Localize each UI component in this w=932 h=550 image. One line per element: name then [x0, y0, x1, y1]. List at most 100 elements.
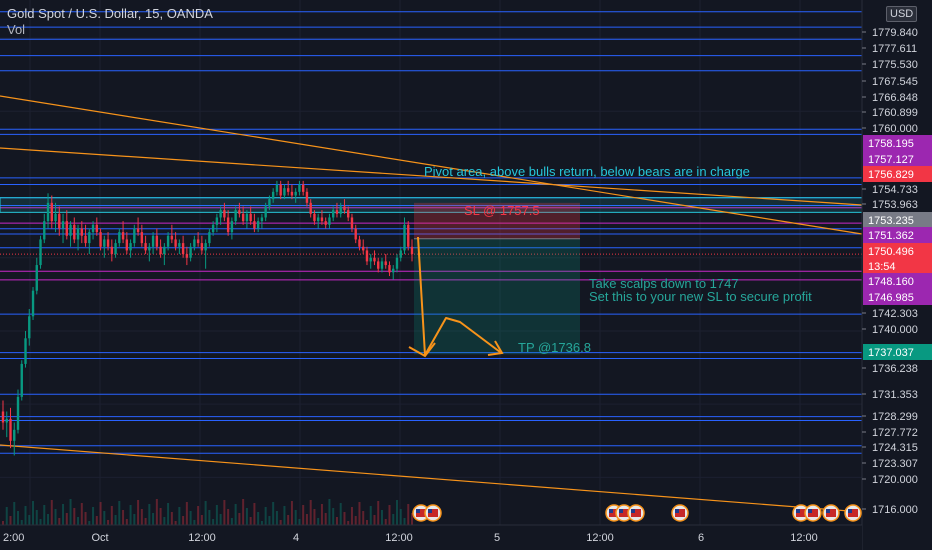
candle-body	[294, 191, 297, 196]
flag-canton	[631, 509, 635, 513]
volume-bar	[320, 504, 323, 525]
volume-bar	[148, 504, 151, 525]
time-tick-label: Oct	[91, 532, 108, 544]
price-tick-label: 1775.530	[872, 59, 918, 71]
candle-body	[309, 202, 312, 214]
volume-bar	[369, 506, 372, 525]
event-flag-icon[interactable]	[822, 504, 840, 522]
time-tick-label: 12:00	[790, 532, 818, 544]
projection-arrows[interactable]	[408, 236, 504, 358]
volume-bar	[260, 521, 263, 525]
volume-bar	[92, 507, 95, 525]
volume-bar	[257, 512, 260, 525]
upper-trendline	[0, 95, 863, 235]
volume-bar	[328, 499, 331, 525]
volume-bar	[163, 517, 166, 525]
candle-body	[245, 213, 249, 222]
time-axis[interactable]: 2:00 Oct 12:00 4 12:00 5 12:00 6 12:00	[0, 524, 862, 550]
volume-bar	[343, 512, 346, 525]
flag-stripes	[808, 509, 818, 517]
volume-bar	[287, 515, 290, 525]
currency-badge[interactable]: USD	[886, 6, 918, 22]
candle-body	[54, 213, 57, 222]
price-tag-label: 1748.160	[868, 276, 914, 288]
event-flags[interactable]	[412, 504, 862, 522]
volume-bar	[212, 519, 215, 525]
candle-body	[91, 224, 95, 233]
event-flag-icon[interactable]	[424, 504, 442, 522]
flag-stripes	[796, 509, 806, 517]
symbol-title[interactable]: Gold Spot / U.S. Dollar, 15, OANDA	[7, 6, 213, 21]
candle-body	[253, 221, 256, 229]
price-tick-label: 1779.840	[872, 27, 918, 39]
candle-body	[384, 261, 387, 266]
candle-body	[215, 217, 219, 225]
candle-body	[99, 232, 102, 247]
price-tag-label: 1753.235	[868, 215, 914, 227]
candle-body	[219, 210, 222, 218]
volume-bar	[253, 503, 256, 525]
volume-bar	[272, 502, 275, 525]
candle-body	[264, 206, 267, 218]
candle-body	[76, 228, 80, 240]
event-flag-icon[interactable]	[804, 504, 822, 522]
event-flag-icon[interactable]	[844, 504, 862, 522]
candle-body	[46, 202, 50, 222]
volume-bar	[103, 511, 106, 525]
price-tag-label: 1758.195	[868, 138, 914, 150]
volume-bar	[178, 507, 181, 525]
volume-bar	[170, 512, 173, 525]
price-tick-label: 1723.307	[872, 458, 918, 470]
volume-bar	[332, 508, 335, 525]
price-tick-label: 1740.000	[872, 324, 918, 336]
event-flag-icon[interactable]	[615, 504, 633, 522]
arrowhead-down	[408, 342, 436, 358]
volume-bar	[358, 502, 361, 525]
volume-bar	[5, 507, 8, 525]
candle-body	[335, 210, 339, 214]
candle-body	[166, 235, 170, 247]
price-tag-background	[863, 212, 932, 228]
candle-body	[350, 217, 354, 229]
volume-bar	[268, 516, 271, 525]
volume-bar	[125, 519, 128, 525]
event-flag-icon[interactable]	[627, 504, 645, 522]
candle-body	[380, 261, 384, 269]
candle-body	[298, 184, 301, 192]
price-tick-label: 1753.963	[872, 199, 918, 211]
price-axis[interactable]: 1779.840 1777.611 1775.530 1767.545 1766.848…	[861, 0, 932, 550]
position-tool[interactable]	[414, 202, 580, 355]
candle-body	[290, 191, 294, 196]
candle-body	[193, 239, 196, 247]
volume-bar	[2, 521, 4, 525]
price-tag-background	[863, 273, 932, 289]
volume-bar	[155, 499, 158, 525]
volume-bar	[62, 504, 65, 525]
flag-stripes	[675, 509, 685, 517]
horizontal-levels	[0, 11, 862, 454]
price-tick-label: 1760.000	[872, 123, 918, 135]
volume-bar	[249, 517, 252, 525]
volume-bar	[335, 517, 338, 525]
candle-body	[316, 217, 320, 222]
candle-body	[320, 217, 324, 222]
volume-bar	[200, 515, 203, 525]
volume-bar	[399, 509, 402, 525]
candle-body	[65, 221, 68, 236]
event-flag-icon[interactable]	[671, 504, 689, 522]
flag-stripes	[631, 509, 641, 517]
volume-label[interactable]: Vol	[7, 22, 26, 37]
flag-canton	[416, 509, 420, 513]
candle-body	[61, 221, 65, 229]
candle-body	[1, 411, 5, 423]
candle-body	[347, 210, 350, 218]
price-tag-background	[863, 151, 932, 167]
flag-canton	[826, 509, 830, 513]
trendlines[interactable]	[0, 95, 863, 513]
volume-bar	[403, 518, 406, 525]
volume-bar	[58, 518, 61, 525]
candle-body	[332, 210, 335, 218]
volume-bar	[43, 505, 46, 525]
volume-bar	[234, 504, 237, 525]
